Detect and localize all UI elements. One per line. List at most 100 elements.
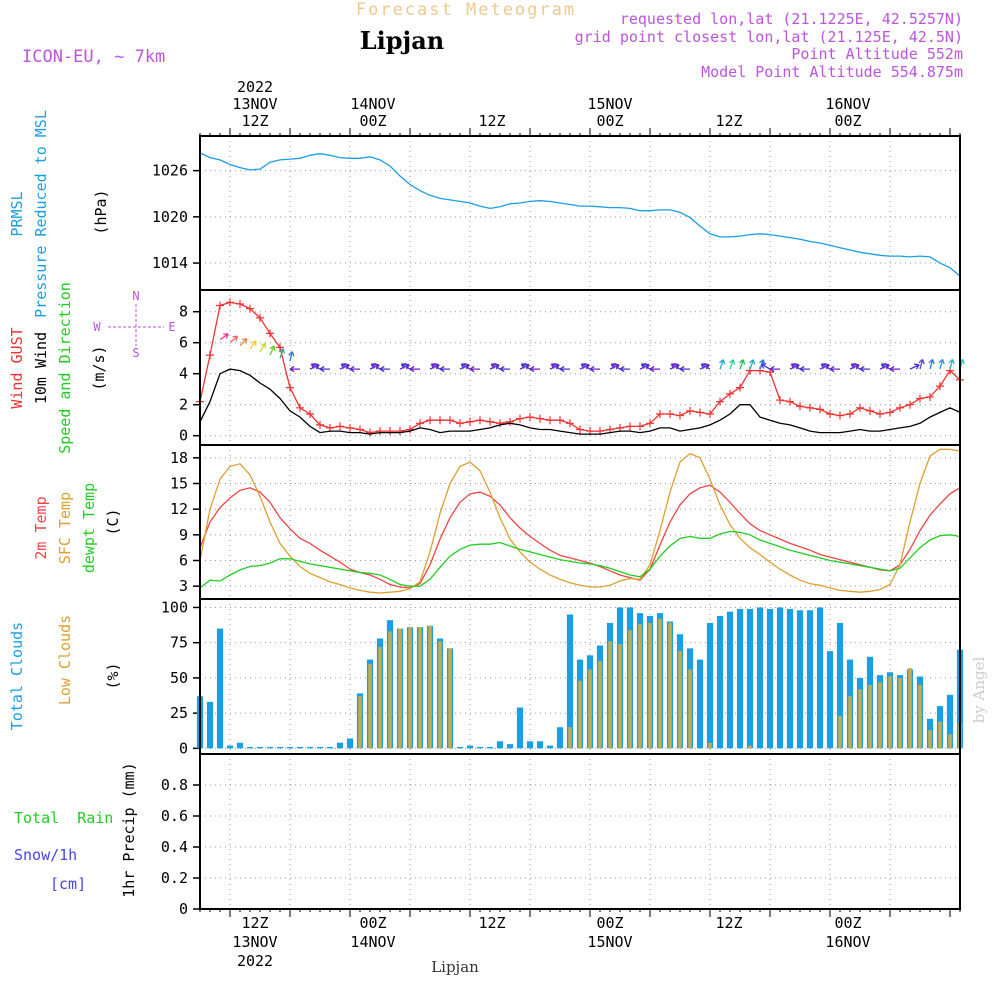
footer-location: Lipjan: [431, 958, 479, 976]
total-cloud-bar-59: [786, 608, 794, 749]
low-cloud-bar-41: [608, 641, 612, 749]
pressure-ytick-label-2: 1026: [152, 162, 188, 180]
top-tick-4-l3: 00Z: [596, 112, 623, 130]
gust-marker-58: [776, 396, 784, 405]
top-tick-5-l3: 12Z: [715, 112, 742, 130]
gust-marker-62: [816, 405, 824, 414]
low-cloud-bar-39: [588, 669, 592, 749]
gust-marker-27: [466, 417, 474, 426]
low-cloud-bar-72: [918, 684, 922, 749]
gust-marker-25: [446, 416, 454, 425]
total-cloud-bar-61: [806, 610, 814, 749]
temperature-ytick-label-1: 6: [179, 552, 188, 570]
total-cloud-bar-32: [516, 707, 524, 749]
wind-ytick-label-0: 0: [179, 427, 188, 445]
temperature-ytick-label-0: 3: [179, 577, 188, 595]
wind-arrow-72: [918, 358, 925, 370]
bottom-tick-1-l3: 2022: [237, 952, 273, 970]
low-cloud-bar-55: [748, 745, 752, 749]
wind-arrow-12: [310, 363, 321, 370]
compass-w: W: [93, 320, 101, 334]
temp-panel-labels: 2m Temp SFC Temp dewpt Temp (C): [32, 483, 122, 573]
wind-arrow-2: [219, 333, 229, 341]
wind-arrow-55: [749, 359, 756, 370]
temp-label-sfc: SFC Temp: [56, 492, 74, 564]
precip-label-rain: Total Rain: [14, 809, 113, 827]
wind-arrow-64: [829, 365, 840, 373]
wind-arrow-71: [909, 363, 920, 370]
low-cloud-bar-18: [378, 646, 382, 749]
wind-arrow-16: [349, 365, 360, 373]
bottom-tick-6-l2: 16NOV: [825, 933, 870, 951]
pressure-label-prmsl: PRMSL: [8, 191, 26, 236]
top-tick-6-l3: 00Z: [834, 112, 861, 130]
gust-marker-12: [316, 420, 324, 429]
bottom-time-axis: 12Z 13NOV 2022 00Z 14NOV 12Z 00Z 15NOV 1…: [232, 914, 870, 970]
gust-marker-18: [376, 427, 384, 436]
gust-marker-66: [856, 403, 864, 412]
low-cloud-bar-38: [578, 680, 582, 749]
gust-marker-15: [346, 423, 354, 432]
wind-ytick-label-4: 8: [179, 303, 188, 321]
total-cloud-bar-53: [726, 611, 734, 749]
gust-marker-14: [336, 422, 344, 431]
wind-arrow-4: [239, 337, 248, 347]
wind-arrow-15: [340, 363, 351, 370]
low-cloud-bar-47: [668, 622, 672, 749]
compass-s: S: [132, 346, 139, 360]
wind-arrow-53: [729, 359, 736, 370]
wind-ytick-label-2: 4: [179, 365, 188, 383]
total-cloud-bar-55: [746, 608, 754, 749]
wind-arrow-75: [948, 358, 955, 370]
wind-arrow-3: [229, 335, 239, 344]
temp-label-2m: 2m Temp: [32, 496, 50, 559]
low-cloud-bar-65: [848, 696, 852, 749]
gust-marker-1: [206, 351, 214, 360]
gust-marker-49: [686, 406, 694, 415]
gust-marker-10: [296, 403, 304, 412]
gust-marker-45: [646, 419, 654, 428]
gust-marker-24: [436, 416, 444, 425]
plot-area: 1014 1020 1026 0 2 4 6 8 3 6 9 12 15 18 0 25 50 75 100 0 0.2…: [152, 128, 965, 918]
wind-ylabel: (m/s): [90, 345, 108, 390]
compass-rose: N S W E: [93, 289, 175, 360]
total-cloud-bar-3: [226, 745, 234, 749]
total-cloud-bar-54: [736, 608, 744, 749]
wind-arrow-43: [619, 365, 630, 373]
wind-arrow-31: [499, 365, 510, 373]
gust-marker-34: [536, 414, 544, 423]
gust-marker-63: [826, 410, 834, 418]
gust-marker-20: [396, 427, 404, 436]
clouds-ytick-label-4: 100: [161, 598, 188, 616]
compass-e: E: [168, 320, 175, 334]
gust-marker-48: [676, 411, 684, 420]
wind-arrow-27: [460, 363, 471, 370]
wind-arrow-60: [790, 363, 801, 370]
total-cloud-bar-26: [456, 746, 464, 749]
gust-marker-5: [246, 304, 254, 313]
top-tick-3-l3: 12Z: [478, 112, 505, 130]
total-cloud-bar-11: [306, 746, 314, 749]
precipitation-ytick-label-0: 0: [179, 900, 188, 918]
gust-marker-21: [406, 425, 414, 434]
temp-ylabel: (C): [104, 508, 122, 535]
wind-arrow-40: [589, 365, 600, 373]
precipitation-ytick-label-2: 0.4: [161, 838, 188, 856]
wind-arrow-49: [679, 365, 690, 373]
pressure-ytick-label-0: 1014: [152, 254, 188, 272]
clouds-panel: 0 25 50 75 100: [161, 598, 964, 757]
gust-marker-35: [546, 416, 554, 425]
low-cloud-bar-44: [638, 624, 642, 749]
wind-arrow-45: [640, 363, 651, 370]
gust-marker-22: [416, 419, 424, 428]
total-cloud-bar-29: [486, 746, 494, 749]
low-cloud-bar-66: [858, 689, 862, 749]
total-cloud-bar-7: [266, 746, 274, 749]
low-cloud-bar-19: [388, 631, 392, 749]
temperature-series-2m-temp: [199, 484, 961, 589]
gust-marker-6: [256, 313, 264, 322]
wind-ytick-label-1: 2: [179, 396, 188, 414]
total-cloud-bar-62: [816, 607, 824, 749]
gust-marker-72: [916, 394, 924, 403]
